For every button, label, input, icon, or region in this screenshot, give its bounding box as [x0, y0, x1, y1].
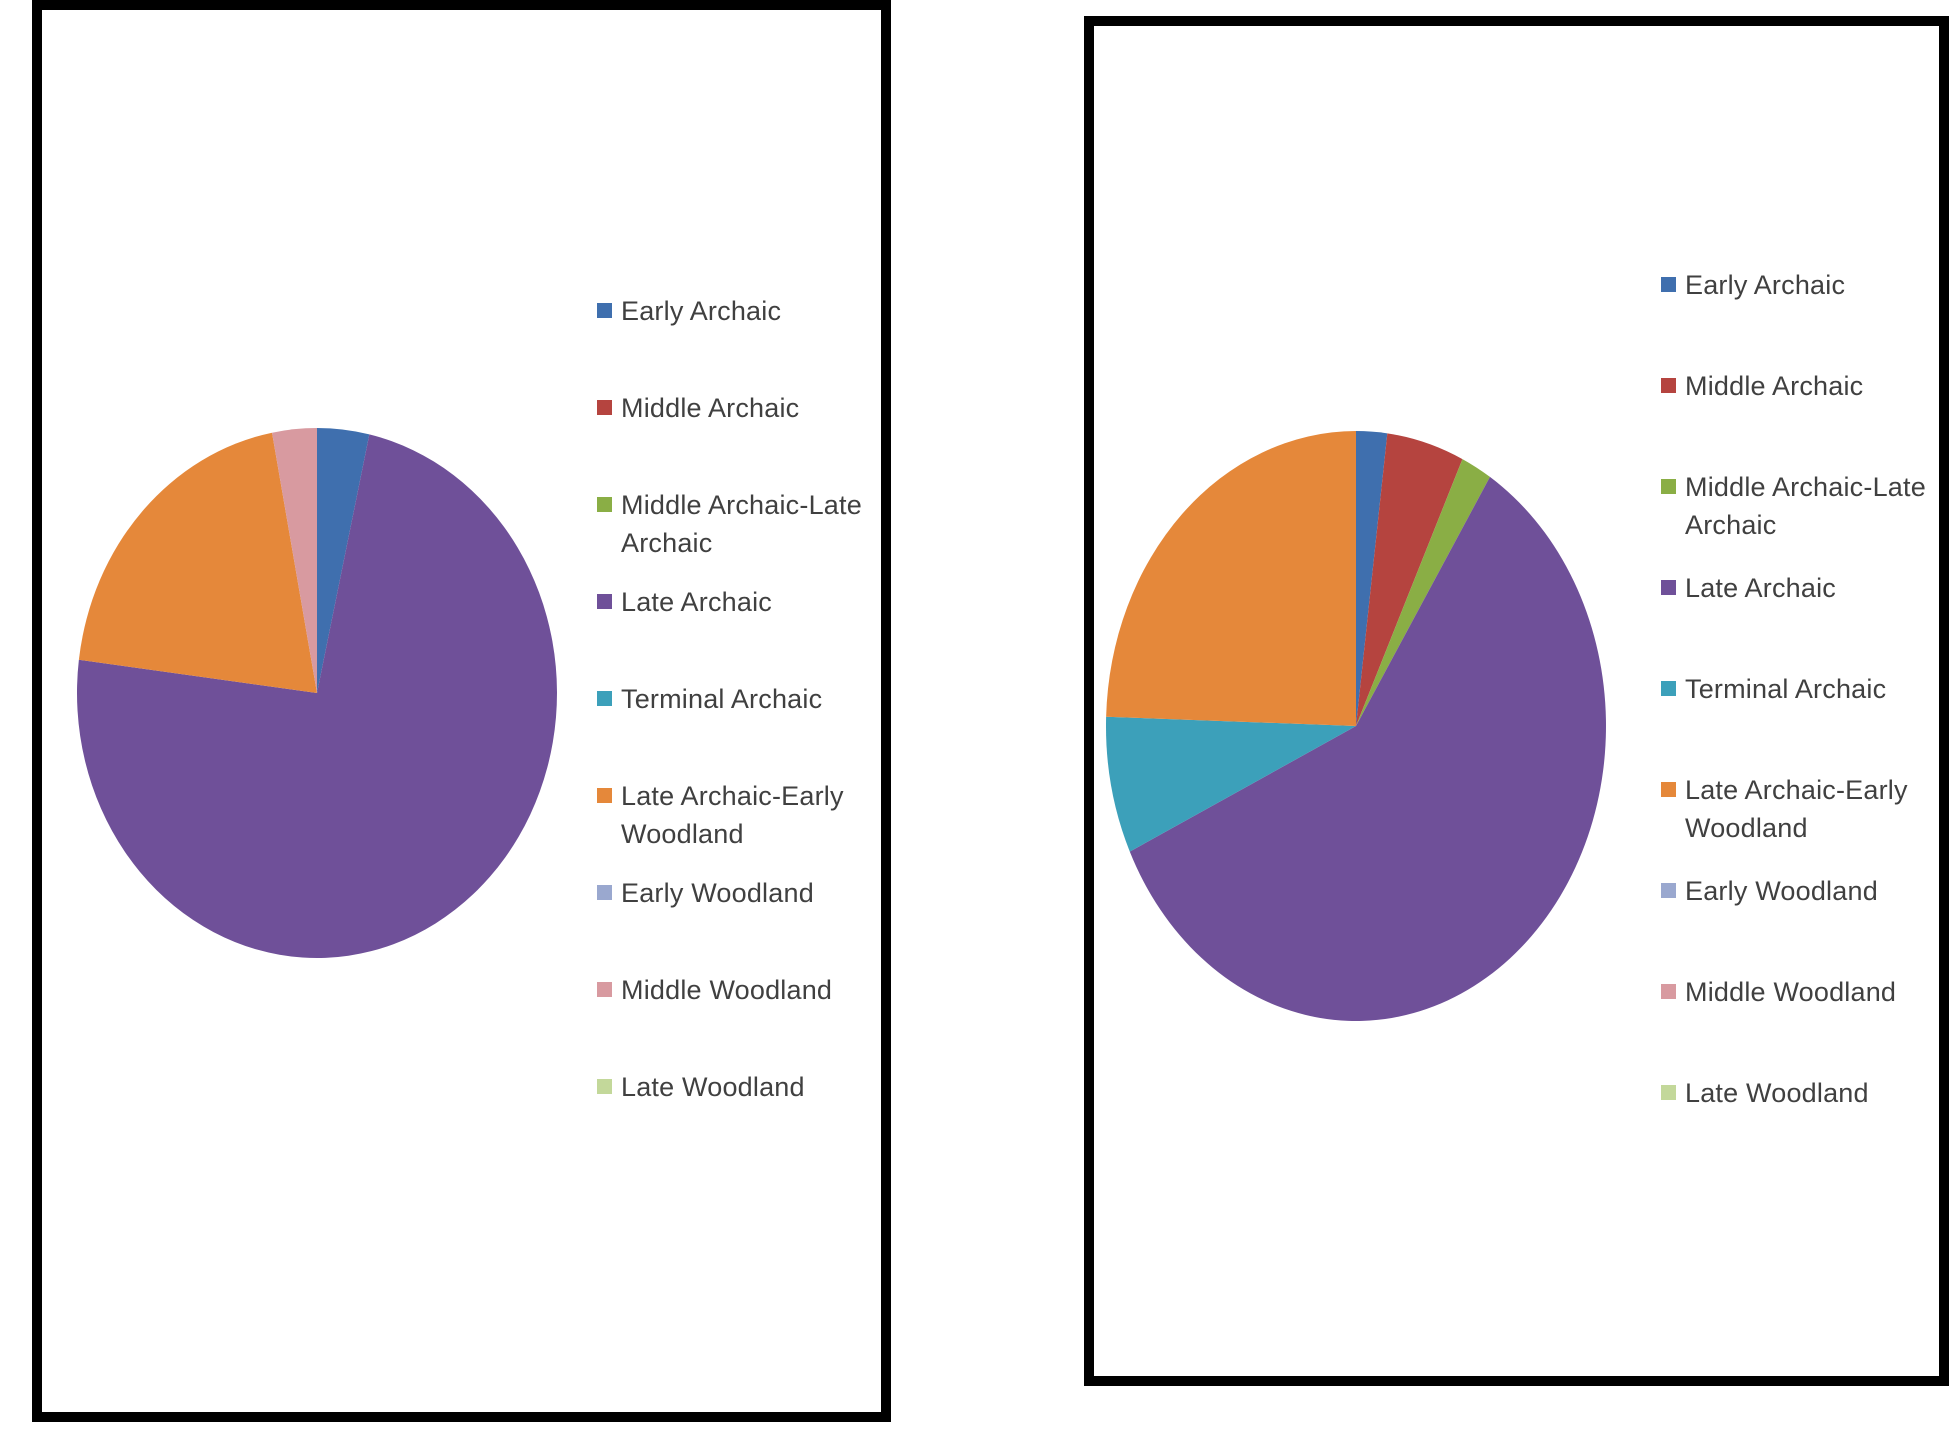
legend-swatch	[1661, 378, 1676, 393]
legend-swatch	[597, 594, 612, 609]
legend-label: Terminal Archaic	[1685, 674, 1887, 704]
legend-item-early-archaic: Early Archaic	[1661, 266, 1949, 367]
legend-item-early-archaic: Early Archaic	[597, 292, 887, 389]
legend-item-late-archaic: Late Archaic	[597, 583, 887, 680]
legend-label: Late Woodland	[1685, 1078, 1869, 1108]
legend-swatch	[1661, 479, 1676, 494]
legend-swatch	[597, 497, 612, 512]
pie-chart-left	[76, 428, 557, 958]
legend-label: Terminal Archaic	[621, 684, 823, 714]
legend-swatch	[597, 303, 612, 318]
legend-item-middle-archaic: Middle Archaic	[597, 389, 887, 486]
legend-swatch	[597, 788, 612, 803]
pie-slice-late-archaic	[76, 434, 557, 958]
legend-label: Early Woodland	[621, 878, 814, 908]
legend-label: Early Archaic	[621, 296, 782, 326]
pie-slice-middle-archaic-late-archaic	[1356, 459, 1490, 726]
pie-chart-right	[1105, 431, 1606, 1021]
legend-item-late-archaic: Late Archaic	[1661, 569, 1949, 670]
legend-label: Middle Archaic	[621, 393, 800, 423]
legend-item-early-woodland: Early Woodland	[1661, 872, 1949, 973]
legend-label: Early Archaic	[1685, 270, 1846, 300]
legend-item-late-woodland: Late Woodland	[1661, 1074, 1949, 1175]
legend-swatch	[1661, 984, 1676, 999]
legend-label: Middle Woodland	[1685, 977, 1897, 1007]
pie-slice-terminal-archaic	[1105, 716, 1356, 852]
legend-label: Early Woodland	[1685, 876, 1878, 906]
legend-item-early-woodland: Early Woodland	[597, 874, 887, 971]
legend-label: Late Archaic	[1685, 573, 1836, 603]
legend-swatch	[597, 1079, 612, 1094]
pie-slice-late-archaic	[1129, 476, 1606, 1021]
legend-swatch	[1661, 681, 1676, 696]
legend-label: Late Archaic	[621, 587, 772, 617]
legend-left: Early Archaic Middle Archaic Middle Arch…	[597, 292, 887, 1165]
legend-label: Late Woodland	[621, 1072, 805, 1102]
legend-label: Middle Archaic-Late Archaic	[621, 490, 862, 558]
legend-item-late-woodland: Late Woodland	[597, 1068, 887, 1165]
legend-right: Early Archaic Middle Archaic Middle Arch…	[1661, 266, 1949, 1175]
legend-item-middle-archaic-late-archaic: Middle Archaic-Late Archaic	[1661, 468, 1949, 569]
legend-label: Late Archaic-Early Woodland	[1685, 775, 1908, 843]
legend-item-late-archaic-early-woodland: Late Archaic-Early Woodland	[597, 777, 887, 874]
legend-swatch	[1661, 277, 1676, 292]
chart-panel-left: Early Archaic Middle Archaic Middle Arch…	[32, 0, 891, 1422]
legend-swatch	[597, 982, 612, 997]
legend-item-middle-archaic-late-archaic: Middle Archaic-Late Archaic	[597, 486, 887, 583]
legend-swatch	[1661, 782, 1676, 797]
legend-label: Middle Archaic-Late Archaic	[1685, 472, 1926, 540]
pie-slice-early-archaic	[1356, 431, 1388, 726]
pie-slice-late-archaic-early-woodland	[1106, 431, 1356, 726]
pie-slice-middle-archaic	[1356, 433, 1463, 726]
legend-item-middle-archaic: Middle Archaic	[1661, 367, 1949, 468]
legend-item-middle-woodland: Middle Woodland	[597, 971, 887, 1068]
legend-label: Late Archaic-Early Woodland	[621, 781, 844, 849]
legend-swatch	[1661, 883, 1676, 898]
legend-swatch	[1661, 1085, 1676, 1100]
pie-slice-middle-woodland	[272, 428, 317, 693]
pie-slice-early-archaic	[317, 428, 370, 693]
legend-item-terminal-archaic: Terminal Archaic	[1661, 670, 1949, 771]
legend-label: Middle Woodland	[621, 975, 833, 1005]
chart-panel-right: Early Archaic Middle Archaic Middle Arch…	[1084, 16, 1949, 1386]
legend-swatch	[597, 400, 612, 415]
legend-item-terminal-archaic: Terminal Archaic	[597, 680, 887, 777]
legend-label: Middle Archaic	[1685, 371, 1864, 401]
legend-item-middle-woodland: Middle Woodland	[1661, 973, 1949, 1074]
legend-swatch	[597, 691, 612, 706]
legend-item-late-archaic-early-woodland: Late Archaic-Early Woodland	[1661, 771, 1949, 872]
pie-slice-late-archaic-early-woodland	[78, 432, 317, 693]
legend-swatch	[1661, 580, 1676, 595]
legend-swatch	[597, 885, 612, 900]
